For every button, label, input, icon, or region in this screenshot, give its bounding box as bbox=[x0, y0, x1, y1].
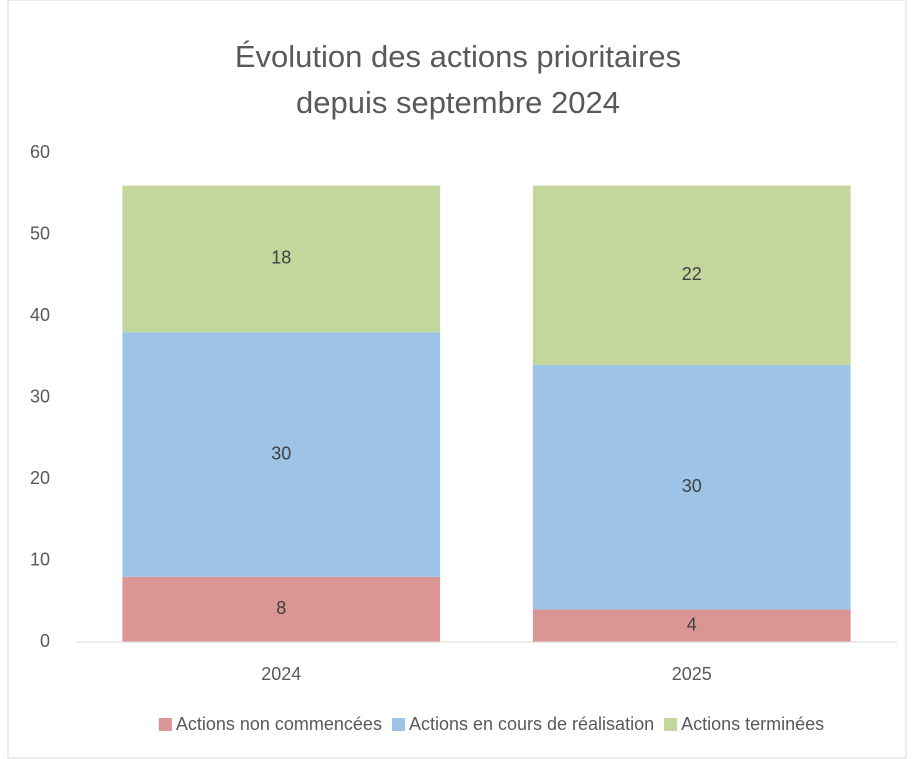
x-tick-label: 2025 bbox=[672, 664, 712, 684]
y-tick-label: 60 bbox=[30, 142, 50, 162]
bar-segment bbox=[532, 364, 851, 610]
legend-label: Actions terminées bbox=[681, 714, 824, 734]
data-label: 8 bbox=[276, 598, 286, 618]
data-label: 30 bbox=[271, 443, 291, 463]
chart-border bbox=[7, 0, 907, 759]
y-tick-label: 10 bbox=[30, 549, 50, 569]
bar-segment bbox=[122, 576, 441, 642]
bar-segment bbox=[532, 609, 851, 642]
data-label: 22 bbox=[682, 264, 702, 284]
data-label: 4 bbox=[687, 614, 697, 634]
bar-segment bbox=[122, 185, 441, 333]
y-tick-label: 0 bbox=[40, 631, 50, 651]
legend-swatch bbox=[664, 718, 678, 731]
y-tick-label: 20 bbox=[30, 468, 50, 488]
bar-segment bbox=[532, 185, 851, 365]
bar-segment bbox=[122, 332, 441, 577]
legend-label: Actions en cours de réalisation bbox=[409, 714, 654, 734]
legend-swatch bbox=[158, 718, 172, 731]
x-tick-label: 2024 bbox=[261, 664, 301, 684]
y-tick-label: 30 bbox=[30, 386, 50, 406]
legend-swatch bbox=[391, 718, 405, 731]
chart-title: Évolution des actions prioritaires depui… bbox=[234, 39, 682, 120]
data-label: 30 bbox=[682, 476, 702, 496]
y-tick-label: 40 bbox=[30, 305, 50, 325]
y-tick-label: 50 bbox=[30, 223, 50, 243]
legend-label: Actions non commencées bbox=[176, 714, 382, 734]
data-label: 18 bbox=[271, 248, 291, 268]
